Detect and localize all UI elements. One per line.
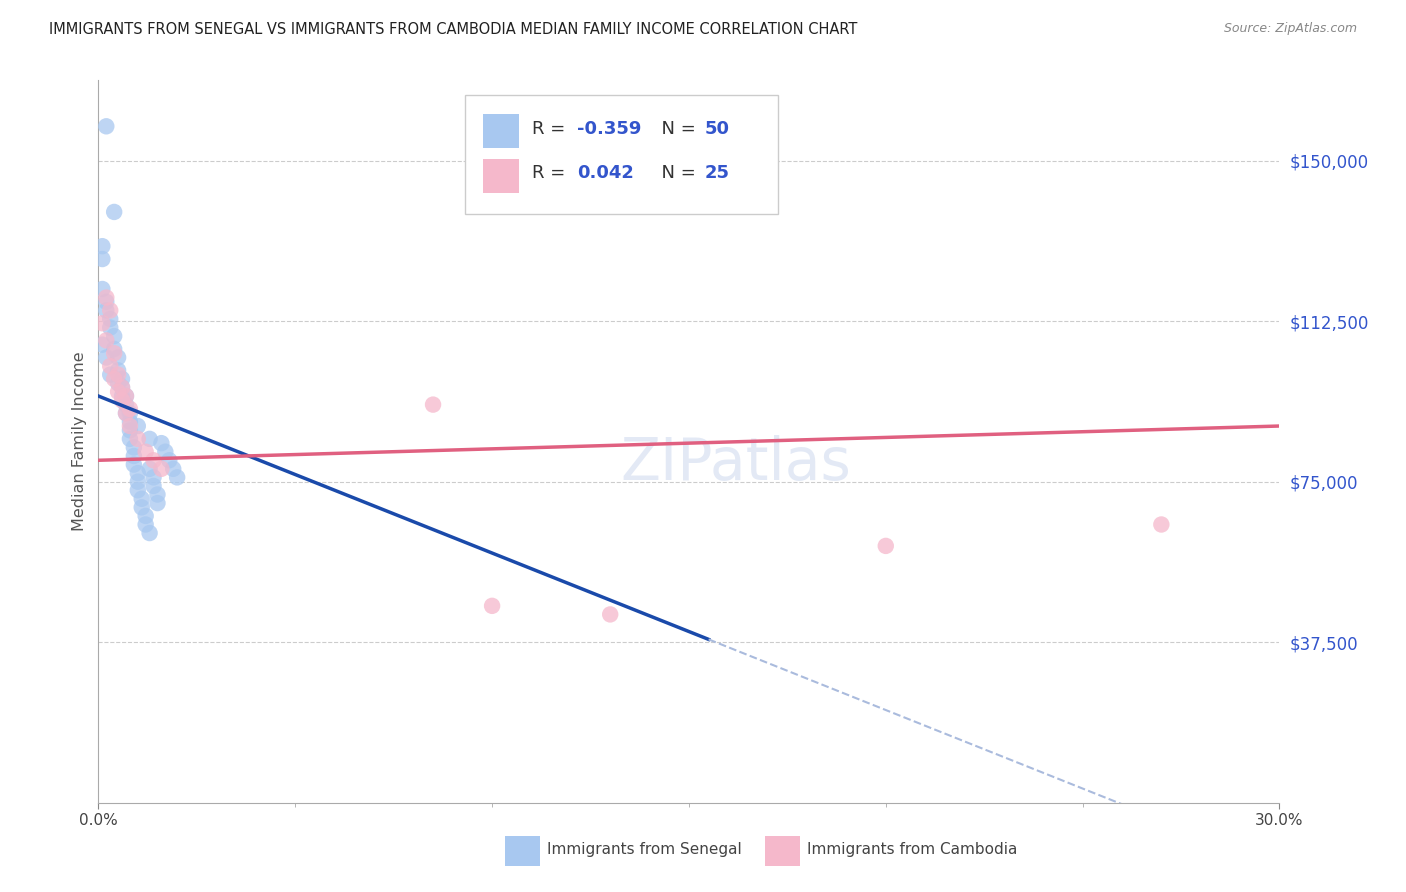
Point xyxy=(481,599,503,613)
Point xyxy=(118,432,141,446)
Point xyxy=(118,401,141,416)
Point xyxy=(138,462,160,476)
Point xyxy=(157,453,180,467)
Text: 50: 50 xyxy=(704,120,730,137)
Point xyxy=(98,320,121,334)
Point xyxy=(118,415,141,429)
Point xyxy=(118,423,141,437)
Point xyxy=(142,470,165,484)
Point xyxy=(111,380,134,394)
Point xyxy=(135,444,157,458)
Point xyxy=(107,376,129,391)
Text: N =: N = xyxy=(650,164,702,183)
Text: Immigrants from Cambodia: Immigrants from Cambodia xyxy=(807,842,1018,857)
Text: R =: R = xyxy=(531,164,576,183)
Point xyxy=(422,398,444,412)
Point xyxy=(150,462,173,476)
Text: Source: ZipAtlas.com: Source: ZipAtlas.com xyxy=(1223,22,1357,36)
FancyBboxPatch shape xyxy=(464,95,778,214)
Text: R =: R = xyxy=(531,120,571,137)
Point xyxy=(162,462,184,476)
Point xyxy=(107,363,129,377)
Point xyxy=(107,351,129,365)
FancyBboxPatch shape xyxy=(765,836,800,866)
Point xyxy=(115,389,138,403)
Point xyxy=(107,384,129,399)
Point xyxy=(138,526,160,541)
Point xyxy=(155,444,177,458)
Text: 25: 25 xyxy=(704,164,730,183)
Point xyxy=(98,312,121,326)
Point xyxy=(103,342,125,356)
Point xyxy=(96,120,118,134)
Point xyxy=(142,453,165,467)
Point xyxy=(599,607,621,622)
Point xyxy=(131,491,153,506)
Point xyxy=(135,508,157,523)
Point xyxy=(103,346,125,360)
Point xyxy=(103,372,125,386)
Point xyxy=(103,205,125,219)
FancyBboxPatch shape xyxy=(484,114,519,148)
Point xyxy=(146,487,169,501)
Point xyxy=(96,351,118,365)
Point xyxy=(122,449,145,463)
Point xyxy=(96,303,118,318)
Point xyxy=(111,380,134,394)
Point xyxy=(98,359,121,373)
Point xyxy=(115,389,138,403)
Point xyxy=(91,252,114,266)
Point xyxy=(142,479,165,493)
Point xyxy=(127,475,149,489)
Point xyxy=(118,419,141,434)
Point xyxy=(115,406,138,420)
Point xyxy=(91,282,114,296)
FancyBboxPatch shape xyxy=(505,836,540,866)
Point xyxy=(166,470,188,484)
Point xyxy=(131,500,153,515)
Point xyxy=(111,372,134,386)
Point xyxy=(127,419,149,434)
Point xyxy=(138,432,160,446)
Point xyxy=(127,432,149,446)
Point xyxy=(107,368,129,382)
Point xyxy=(115,406,138,420)
Point xyxy=(91,239,114,253)
Point xyxy=(96,294,118,309)
Text: 0.042: 0.042 xyxy=(576,164,634,183)
Point xyxy=(96,291,118,305)
Point xyxy=(111,389,134,403)
Point xyxy=(91,316,114,330)
Point xyxy=(146,496,169,510)
Point xyxy=(91,337,114,351)
Point xyxy=(98,368,121,382)
Text: Immigrants from Senegal: Immigrants from Senegal xyxy=(547,842,742,857)
Point xyxy=(115,398,138,412)
Point xyxy=(150,436,173,450)
Point xyxy=(111,393,134,408)
Point xyxy=(127,466,149,480)
Point xyxy=(135,517,157,532)
Point xyxy=(127,483,149,498)
Point xyxy=(118,406,141,420)
Point xyxy=(756,153,779,168)
Point xyxy=(1150,517,1173,532)
Point xyxy=(98,303,121,318)
Text: ZIPatlas: ZIPatlas xyxy=(620,434,852,491)
Text: IMMIGRANTS FROM SENEGAL VS IMMIGRANTS FROM CAMBODIA MEDIAN FAMILY INCOME CORRELA: IMMIGRANTS FROM SENEGAL VS IMMIGRANTS FR… xyxy=(49,22,858,37)
Y-axis label: Median Family Income: Median Family Income xyxy=(72,351,87,532)
Point xyxy=(122,458,145,472)
Text: N =: N = xyxy=(650,120,702,137)
Point xyxy=(103,329,125,343)
Point xyxy=(96,334,118,348)
Text: -0.359: -0.359 xyxy=(576,120,641,137)
Point xyxy=(122,441,145,455)
FancyBboxPatch shape xyxy=(484,159,519,193)
Point xyxy=(875,539,897,553)
